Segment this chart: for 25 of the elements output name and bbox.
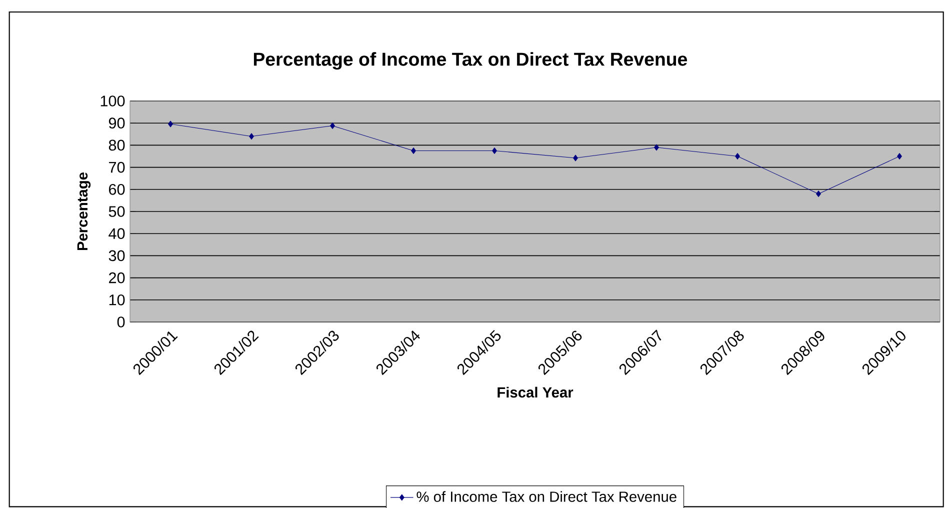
y-tick-label: 60 (109, 184, 125, 195)
y-tick-label: 10 (109, 294, 125, 306)
x-axis-title: Fiscal Year (498, 386, 574, 398)
y-axis-title: Percentage (77, 172, 91, 250)
y-tick-label: 50 (108, 206, 125, 217)
point (897, 153, 902, 160)
y-tick-label: 100 (100, 96, 125, 106)
point (411, 148, 416, 154)
y-tick-label: 90 (108, 118, 125, 129)
point (168, 120, 173, 128)
point (573, 154, 578, 162)
y-tick-label: 40 (108, 228, 125, 240)
y-tick-label: 70 (109, 162, 125, 173)
point (330, 122, 335, 129)
y-tick-label: 20 (109, 272, 125, 284)
legend-label: % of Income Tax on Direct Tax Revenue (416, 491, 676, 502)
y-tick-label: 80 (108, 140, 125, 151)
point (249, 133, 254, 140)
point (816, 190, 821, 198)
point (654, 144, 659, 151)
chart-title: Percentage of Income Tax on Direct Tax Revenue (254, 52, 688, 70)
y-tick-label: 0 (117, 316, 125, 328)
point (735, 153, 740, 160)
point (492, 148, 497, 154)
y-tick-label: 30 (108, 250, 125, 262)
